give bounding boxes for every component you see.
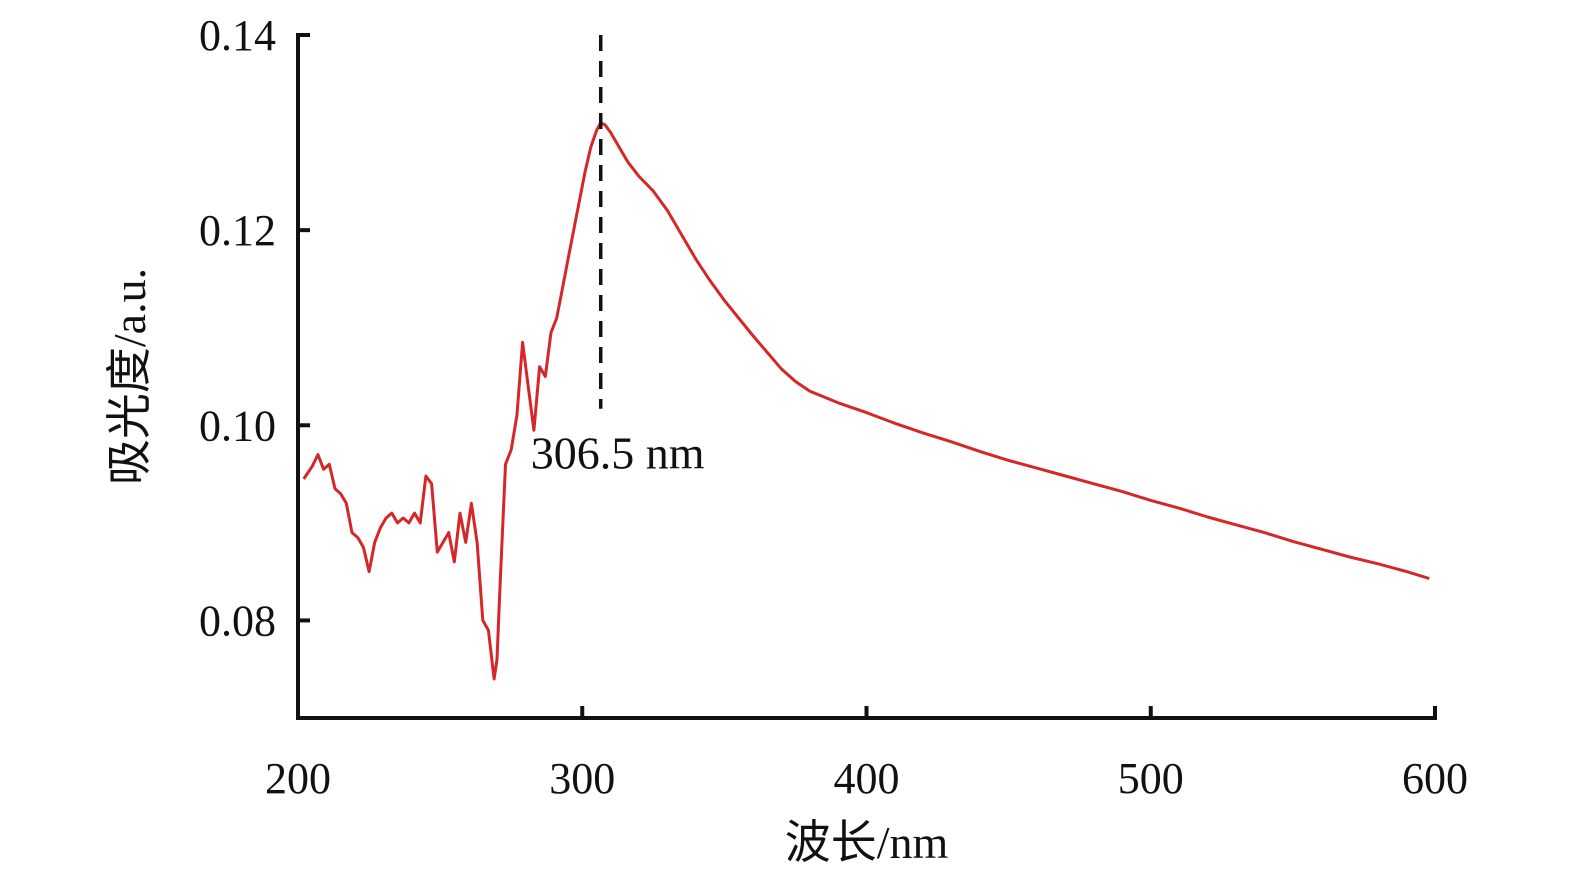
y-tick-label: 0.12 (199, 206, 276, 255)
y-axis-title: 吸光度/a.u. (104, 268, 155, 485)
plot-area: 0.08 0.10 0.12 0.14 200 300 400 500 600 306.5 nm (199, 11, 1468, 803)
y-tick-label: 0.10 (199, 401, 276, 450)
x-tick-label: 400 (834, 754, 900, 803)
spectrum-line (302, 121, 1430, 681)
x-tick-label: 600 (1402, 754, 1468, 803)
x-tick-label: 300 (549, 754, 615, 803)
y-tick-label: 0.14 (199, 11, 276, 60)
y-tick-label: 0.08 (199, 596, 276, 645)
x-axis-title: 波长/nm (785, 817, 949, 868)
x-tick-label: 500 (1118, 754, 1184, 803)
x-tick-label: 200 (265, 754, 331, 803)
peak-annotation: 306.5 nm (531, 428, 705, 479)
